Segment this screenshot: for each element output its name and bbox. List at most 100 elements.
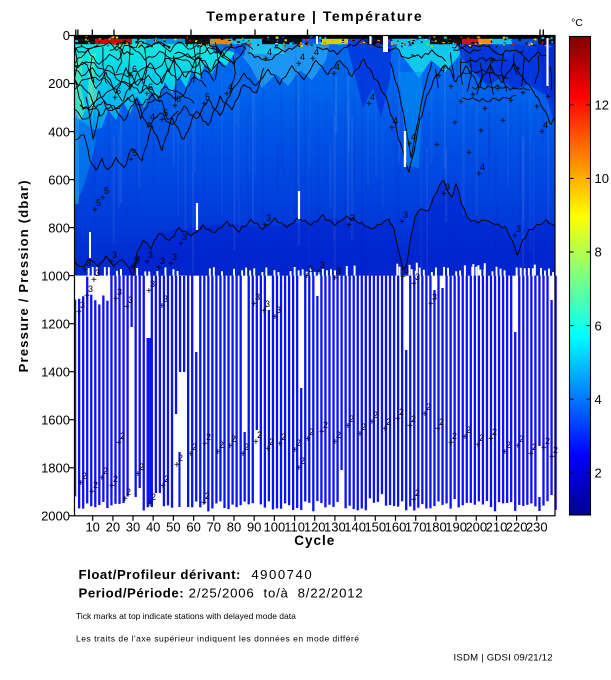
svg-text:2: 2 xyxy=(296,438,301,448)
svg-text:+: + xyxy=(407,421,413,432)
svg-text:3: 3 xyxy=(148,250,153,260)
svg-text:+: + xyxy=(253,437,259,448)
svg-text:2: 2 xyxy=(257,430,262,440)
svg-text:+: + xyxy=(251,299,257,310)
svg-text:Tick marks at top indicate sta: Tick marks at top indicate stations with… xyxy=(76,611,296,621)
svg-text:+: + xyxy=(428,299,434,310)
svg-text:2: 2 xyxy=(519,434,524,444)
svg-text:3: 3 xyxy=(128,295,133,305)
svg-text:+: + xyxy=(310,54,316,65)
svg-text:+: + xyxy=(305,434,311,445)
svg-text:3: 3 xyxy=(160,256,165,266)
svg-text:Float/Profileur dérivant: 490: Float/Profileur dérivant: 4900740 xyxy=(79,567,314,582)
svg-text:+: + xyxy=(262,220,268,231)
svg-text:+: + xyxy=(389,123,395,134)
svg-text:2: 2 xyxy=(219,440,224,450)
svg-text:2: 2 xyxy=(309,427,314,437)
svg-text:+: + xyxy=(116,438,122,449)
svg-text:2: 2 xyxy=(466,425,471,435)
svg-text:+: + xyxy=(215,447,221,458)
svg-text:Pressure / Pression (dbar): Pressure / Pression (dbar) xyxy=(16,179,31,372)
svg-text:+: + xyxy=(515,441,521,452)
svg-text:2: 2 xyxy=(93,480,98,490)
svg-text:Temperature | Température: Temperature | Température xyxy=(206,8,423,24)
svg-text:4: 4 xyxy=(411,132,416,142)
svg-text:3: 3 xyxy=(403,210,408,220)
svg-text:1600: 1600 xyxy=(41,412,70,427)
svg-text:130: 130 xyxy=(324,520,346,535)
svg-text:Cycle: Cycle xyxy=(294,533,335,548)
svg-text:2: 2 xyxy=(139,462,144,472)
svg-text:°C: °C xyxy=(571,17,583,29)
svg-text:+: + xyxy=(129,263,135,274)
svg-text:50: 50 xyxy=(166,520,180,535)
svg-text:+: + xyxy=(500,116,506,127)
svg-text:110: 110 xyxy=(284,520,305,535)
svg-text:0: 0 xyxy=(63,28,70,43)
svg-text:+: + xyxy=(89,487,95,498)
svg-text:2: 2 xyxy=(399,407,404,417)
svg-text:100: 100 xyxy=(264,520,286,535)
svg-text:2: 2 xyxy=(178,453,183,463)
svg-text:+: + xyxy=(512,231,518,242)
svg-text:+: + xyxy=(520,88,526,99)
svg-text:2: 2 xyxy=(126,487,131,497)
svg-text:+: + xyxy=(422,409,428,420)
svg-text:+: + xyxy=(201,498,207,509)
svg-text:3: 3 xyxy=(320,260,325,270)
svg-text:80: 80 xyxy=(227,520,241,535)
svg-text:+: + xyxy=(304,271,310,282)
svg-text:+: + xyxy=(515,64,521,75)
svg-text:+: + xyxy=(263,54,269,65)
svg-text:+: + xyxy=(261,306,267,317)
svg-text:70: 70 xyxy=(207,520,221,535)
svg-text:+: + xyxy=(534,102,540,113)
svg-text:4: 4 xyxy=(267,47,272,57)
svg-text:+: + xyxy=(545,92,551,103)
svg-text:1000: 1000 xyxy=(41,268,70,283)
svg-text:+: + xyxy=(202,439,208,450)
svg-text:+: + xyxy=(109,481,115,492)
svg-text:2: 2 xyxy=(411,414,416,424)
svg-text:5: 5 xyxy=(132,148,137,158)
svg-text:2: 2 xyxy=(300,456,305,466)
svg-text:+: + xyxy=(296,463,302,474)
svg-text:Les traits de l'axe supérieur: Les traits de l'axe supérieur indiquent … xyxy=(76,634,360,644)
svg-text:+: + xyxy=(292,445,298,456)
svg-text:+: + xyxy=(475,440,481,451)
svg-text:+: + xyxy=(135,469,141,480)
svg-text:+: + xyxy=(265,444,271,455)
svg-text:3: 3 xyxy=(86,258,91,268)
svg-text:4: 4 xyxy=(370,92,375,102)
svg-text:30: 30 xyxy=(126,520,140,535)
svg-text:3: 3 xyxy=(117,287,122,297)
svg-text:5: 5 xyxy=(205,92,210,102)
svg-text:+: + xyxy=(442,62,448,73)
svg-text:3: 3 xyxy=(133,256,138,266)
svg-text:ISDM | GDSI 09/21/12: ISDM | GDSI 09/21/12 xyxy=(454,653,553,664)
svg-text:3: 3 xyxy=(95,268,100,278)
svg-text:3: 3 xyxy=(88,284,93,294)
svg-text:+: + xyxy=(331,69,337,80)
svg-text:+: + xyxy=(411,279,417,290)
svg-text:+: + xyxy=(124,302,130,313)
svg-text:2: 2 xyxy=(595,466,602,481)
svg-text:3: 3 xyxy=(432,292,437,302)
svg-text:+: + xyxy=(146,119,152,130)
svg-text:10: 10 xyxy=(595,171,609,186)
svg-text:6: 6 xyxy=(148,82,153,92)
svg-text:4: 4 xyxy=(393,116,398,126)
svg-text:3: 3 xyxy=(172,252,177,262)
svg-text:+: + xyxy=(495,84,501,95)
svg-text:+: + xyxy=(146,286,152,297)
svg-text:+: + xyxy=(188,449,194,460)
svg-text:4: 4 xyxy=(480,162,485,172)
svg-text:+: + xyxy=(502,447,508,458)
svg-text:2: 2 xyxy=(439,417,444,427)
svg-text:+: + xyxy=(92,205,98,216)
svg-text:+: + xyxy=(319,427,325,438)
svg-text:+: + xyxy=(99,473,105,484)
svg-text:3: 3 xyxy=(336,266,341,276)
svg-text:+: + xyxy=(448,82,454,93)
svg-text:2: 2 xyxy=(151,492,156,502)
